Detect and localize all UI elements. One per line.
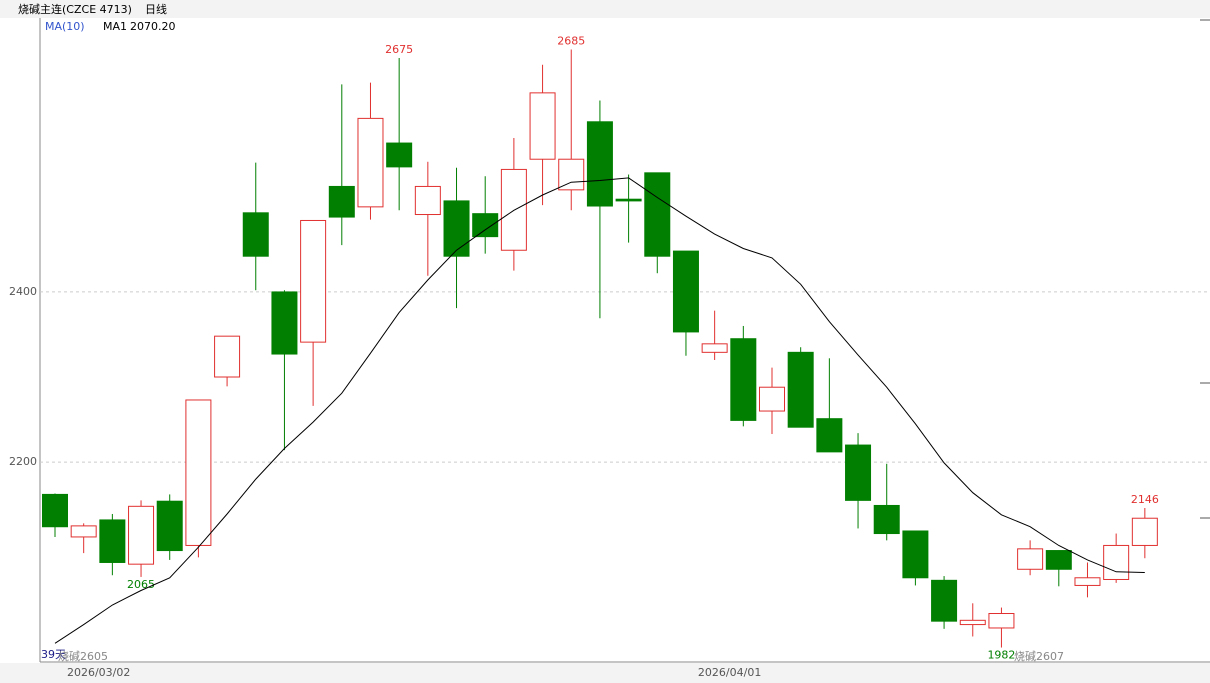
candle-body [1017,548,1044,570]
high-label: 2685 [557,34,585,47]
candle-body [845,444,872,501]
candle-body [42,493,68,528]
candle-body [1131,517,1158,546]
candle-body [529,92,556,160]
count-label: 39天 [41,648,66,661]
candle-body [959,619,986,626]
candle-body [214,335,241,378]
candle-body [242,212,269,257]
candle-body [156,500,183,552]
candle-body [787,351,814,428]
candle-body [701,343,728,353]
candle-body [902,530,929,579]
candle-body [414,185,441,216]
candle-body [873,504,900,535]
candle-body [328,185,355,218]
ma-last-value: 2070.20 [130,20,176,33]
candle-body [615,198,642,202]
header-bar [0,0,1210,18]
candle-body [357,117,384,208]
candle-body [99,519,126,563]
low-label: 2065 [127,578,155,591]
y-tick-label: 2400 [9,285,37,298]
candle-body [644,172,671,257]
candle-body [1103,544,1130,580]
candle-body [586,121,613,207]
candle-body [472,213,499,238]
candle-body [386,142,413,168]
x-tick-label: 2026/03/02 [67,666,130,679]
candle-body [70,525,97,538]
candle-body [300,219,327,343]
candle-body [1074,577,1101,586]
candle-body [672,250,699,333]
ma-indicator[interactable]: MA(10) [45,20,85,33]
candle-body [730,338,757,421]
ma-name: MA1 [103,20,127,33]
candle-body [931,579,958,622]
candle-body [558,158,585,191]
candle-body [759,386,785,412]
high-label: 2675 [385,43,413,56]
low-label: 1982 [987,649,1015,662]
period-selector[interactable]: 日线 [145,2,167,16]
chart-title[interactable]: 烧碱主连(CZCE 4713) [18,3,132,16]
candle-body [816,418,843,453]
high-label: 2146 [1131,493,1159,506]
y-tick-label: 2200 [9,455,37,468]
ma-line [54,177,1145,644]
candle-body [185,399,212,546]
footer-bar [0,663,1210,683]
x-tick-label: 2026/04/01 [698,666,761,679]
candle-body [988,613,1015,629]
candle-body [443,200,470,257]
right-contract: 烧碱2607 [1014,650,1064,663]
left-contract: 烧碱2605 [58,650,108,663]
candle-body [271,291,298,355]
candle-body [128,505,155,565]
candle-body [1045,550,1072,570]
